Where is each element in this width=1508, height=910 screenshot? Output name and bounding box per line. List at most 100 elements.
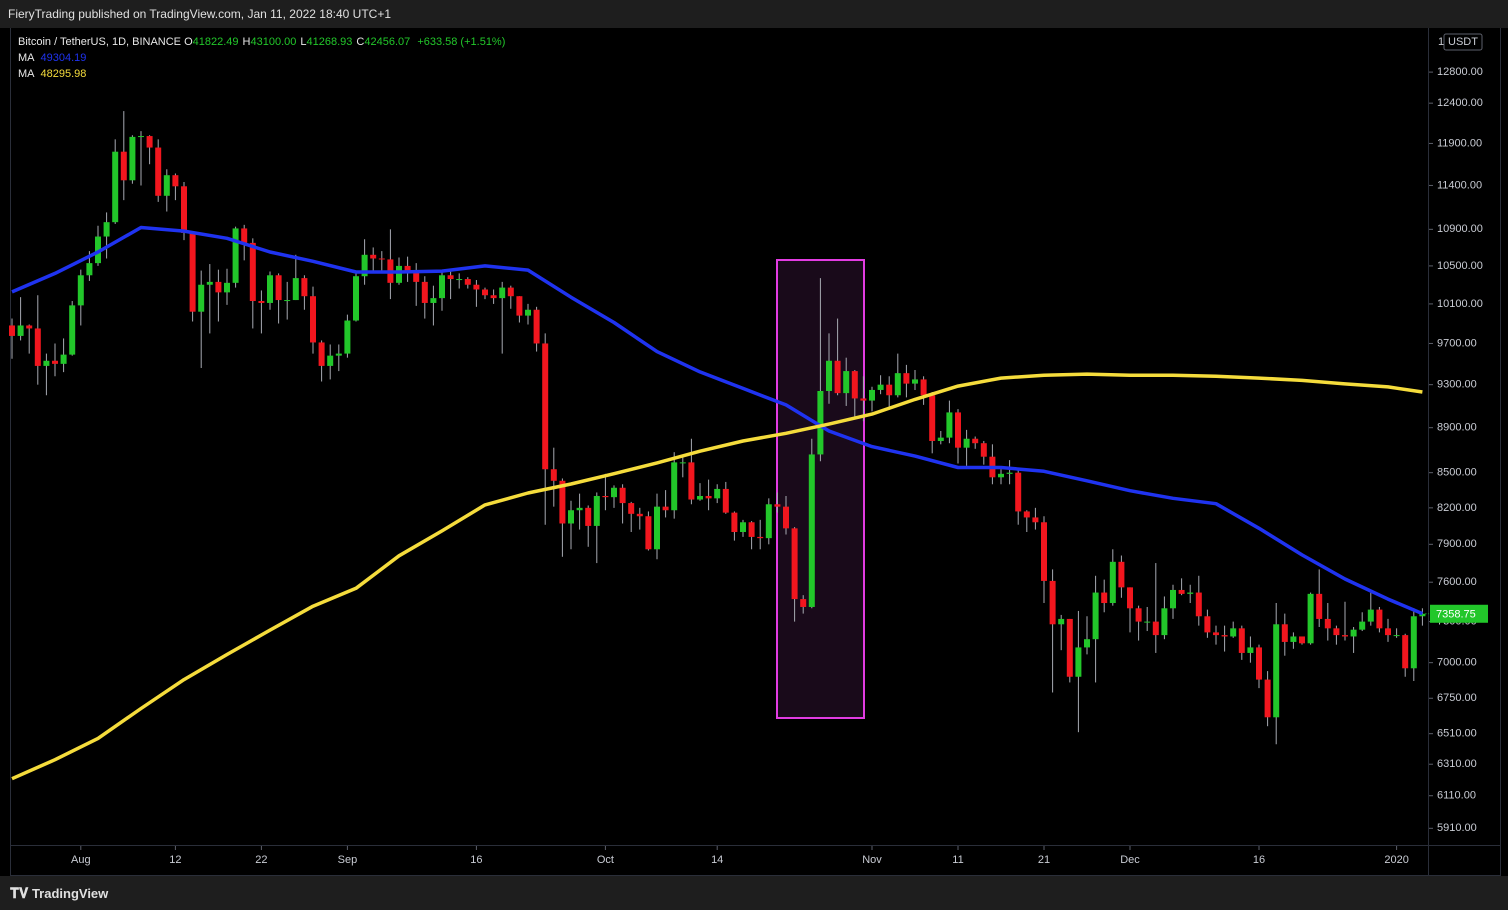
candle-body [1273, 624, 1280, 718]
candle-body [972, 438, 979, 444]
y-tick-label: 8900.00 [1437, 422, 1477, 434]
candle-body [421, 281, 428, 303]
candle-body [1152, 621, 1159, 636]
last-price-box [1430, 604, 1488, 623]
candle-body [292, 278, 299, 301]
candle-body [516, 296, 523, 316]
y-tick-label: 6310.00 [1437, 758, 1477, 770]
candle-body [1049, 580, 1056, 625]
ma-legend-row: MA 48295.98 [18, 66, 505, 82]
candle-body [103, 222, 110, 237]
candle-body [1359, 621, 1366, 630]
candle-body [1264, 679, 1271, 718]
candle-body [1023, 511, 1030, 518]
candle-body [568, 510, 574, 524]
candle-body [163, 175, 170, 196]
candle-body [1092, 592, 1099, 640]
top-bar: FieryTrading published on TradingView.co… [0, 0, 1508, 28]
candle-body [146, 136, 153, 148]
candle-body [1333, 628, 1340, 636]
candle-body [413, 271, 420, 282]
candle-body [533, 309, 540, 344]
candle-body [705, 495, 712, 499]
candle-body [757, 536, 764, 539]
candle-body [482, 289, 488, 296]
bottom-bar: 𝐓𝐕 TradingView [0, 876, 1508, 910]
y-tick-label: 10900.00 [1437, 223, 1483, 235]
candle-body [1118, 561, 1125, 588]
y-tick-label: 8200.00 [1437, 502, 1477, 514]
y-tick-label: 6510.00 [1437, 728, 1477, 740]
ohlc-key: L [300, 36, 307, 48]
y-tick-label: 10100.00 [1437, 298, 1483, 310]
candle-body [1350, 629, 1357, 637]
candle-body [1032, 517, 1039, 523]
y-tick-label: 12800.00 [1437, 66, 1483, 78]
candle-body [327, 355, 334, 366]
candle-body [602, 495, 609, 498]
candle-body [69, 305, 76, 355]
candle-body [344, 320, 351, 354]
symbol: Bitcoin / TetherUS, 1D, BINANCE [18, 36, 182, 48]
y-tick-label: 12400.00 [1437, 97, 1483, 109]
candle-body [765, 504, 772, 539]
candle-body [679, 462, 686, 464]
candle-body [585, 507, 592, 526]
candle-body [267, 275, 273, 303]
x-tick-label: 2020 [1384, 854, 1408, 866]
candle-body [817, 391, 824, 455]
ohlc-key: O [184, 36, 193, 48]
candle-body [378, 258, 385, 260]
candle-body [1410, 616, 1417, 669]
candle-body [112, 151, 119, 223]
published-note: FieryTrading published on TradingView.co… [8, 7, 392, 21]
candle-body [1161, 608, 1168, 636]
candle-body [722, 488, 729, 513]
candle-body [1230, 628, 1237, 637]
candle-body [611, 487, 617, 498]
candle-body [456, 279, 463, 281]
ohlc-key: H [242, 36, 251, 48]
candle-body [920, 379, 927, 396]
candle-body [1342, 635, 1348, 637]
ohlc-value: 43100.00 [250, 36, 297, 48]
candle-body [189, 232, 196, 312]
candle-body [241, 228, 248, 243]
y-tick-label: 10500.00 [1437, 260, 1483, 272]
candle-body [980, 443, 987, 457]
candle-body [1144, 621, 1151, 623]
candle-body [310, 296, 316, 343]
candle-body [1041, 522, 1047, 581]
y-tick-label: 7600.00 [1437, 576, 1477, 588]
candle-body [1247, 647, 1254, 653]
candle-body [1170, 589, 1176, 609]
candle-body [404, 265, 411, 272]
candle-body [628, 503, 635, 514]
candle-body [447, 275, 454, 280]
legend: Bitcoin / TetherUS, 1D, BINANCE O41822.4… [18, 34, 505, 82]
candle-body [912, 379, 918, 384]
candle-body [1367, 609, 1374, 622]
candle-body [34, 328, 41, 366]
y-tick-label: 7900.00 [1437, 538, 1477, 550]
last-price-label: 7358.75 [1436, 609, 1476, 621]
change: +633.58 (+1.51%) [417, 36, 506, 48]
candle-body [1281, 624, 1288, 642]
candle-body [946, 412, 953, 438]
candle-body [800, 599, 807, 607]
x-tick-label: 22 [255, 854, 267, 866]
candle-body [1127, 587, 1133, 609]
candle-body [929, 395, 936, 441]
candle-body [172, 175, 179, 187]
x-tick-label: Aug [71, 854, 91, 866]
symbol-line: Bitcoin / TetherUS, 1D, BINANCE O41822.4… [18, 34, 505, 50]
y-tick-label: 6750.00 [1437, 692, 1477, 704]
candle-body [955, 412, 961, 448]
currency-badge[interactable] [1443, 33, 1483, 51]
candle-body [740, 522, 746, 533]
y-tick-label: 9300.00 [1437, 379, 1477, 391]
candles [9, 111, 1426, 745]
candle-body [731, 512, 738, 533]
candle-body [60, 354, 67, 364]
